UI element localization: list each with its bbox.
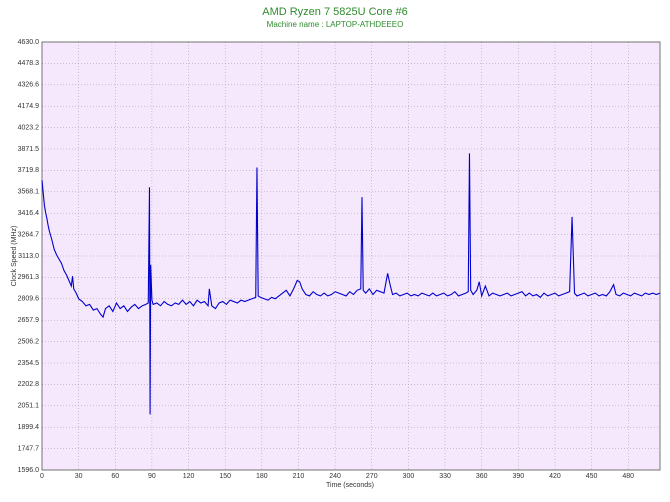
y-tick-label: 2506.2 bbox=[18, 338, 40, 345]
x-tick-label: 180 bbox=[256, 473, 268, 480]
y-axis-title: Clock Speed (MHz) bbox=[11, 226, 18, 287]
y-tick-label: 2202.8 bbox=[18, 381, 40, 388]
chart-subtitle: Machine name : LAPTOP-ATHDEEEO bbox=[267, 20, 404, 29]
y-tick-label: 2961.3 bbox=[18, 274, 40, 281]
y-tick-label: 2354.5 bbox=[18, 360, 40, 367]
x-tick-label: 300 bbox=[403, 473, 415, 480]
x-tick-label: 450 bbox=[586, 473, 598, 480]
y-tick-label: 1596.0 bbox=[18, 467, 40, 474]
x-tick-label: 210 bbox=[293, 473, 305, 480]
chart-title: AMD Ryzen 7 5825U Core #6 bbox=[262, 6, 408, 18]
y-tick-label: 2809.6 bbox=[18, 296, 40, 303]
plot-frame bbox=[41, 41, 661, 471]
x-tick-label: 120 bbox=[183, 473, 195, 480]
y-tick-label: 3719.8 bbox=[18, 167, 40, 174]
data-line bbox=[41, 153, 661, 415]
y-tick-label: 3568.1 bbox=[18, 189, 40, 196]
x-axis-title: Time (seconds) bbox=[326, 482, 374, 489]
y-tick-label: 3416.4 bbox=[18, 210, 40, 217]
y-tick-label: 4023.2 bbox=[18, 124, 40, 131]
x-tick-label: 30 bbox=[75, 473, 83, 480]
x-tick-label: 330 bbox=[439, 473, 451, 480]
x-tick-label: 240 bbox=[329, 473, 341, 480]
x-tick-label: 0 bbox=[40, 473, 44, 480]
y-tick-label: 2657.9 bbox=[18, 317, 40, 324]
y-tick-label: 4478.3 bbox=[18, 60, 40, 67]
x-tick-label: 390 bbox=[512, 473, 524, 480]
y-tick-label: 1747.7 bbox=[18, 445, 40, 452]
y-tick-label: 3113.0 bbox=[18, 253, 39, 260]
y-tick-label: 4326.6 bbox=[18, 82, 40, 89]
y-tick-label: 3871.5 bbox=[18, 146, 40, 153]
y-tick-label: 2051.1 bbox=[18, 403, 40, 410]
x-tick-label: 270 bbox=[366, 473, 378, 480]
x-tick-label: 360 bbox=[476, 473, 488, 480]
y-tick-label: 4174.9 bbox=[18, 103, 40, 110]
x-tick-label: 150 bbox=[219, 473, 231, 480]
y-tick-label: 1899.4 bbox=[18, 424, 40, 431]
x-tick-label: 60 bbox=[111, 473, 119, 480]
y-tick-label: 3264.7 bbox=[18, 231, 40, 238]
y-tick-label: 4630.0 bbox=[18, 39, 40, 46]
x-tick-label: 420 bbox=[549, 473, 561, 480]
x-tick-label: 480 bbox=[622, 473, 634, 480]
x-tick-label: 90 bbox=[148, 473, 156, 480]
